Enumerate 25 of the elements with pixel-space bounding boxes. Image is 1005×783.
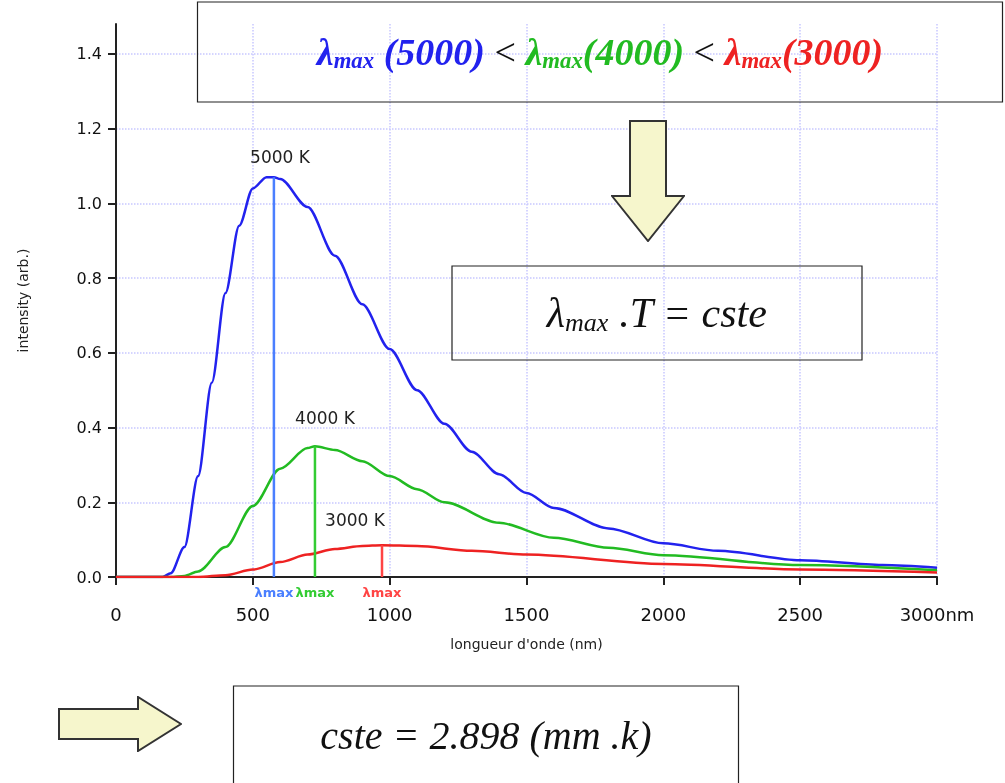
annotation: 3000 K: [325, 510, 386, 530]
annotation: λmax: [254, 584, 294, 600]
x-tick-label: 3000nm: [899, 603, 975, 625]
x-tick-label: 0: [110, 603, 122, 625]
annotation: λmax: [362, 584, 403, 600]
x-tick-label: 2000: [640, 603, 687, 625]
x-tick-label: 1500: [503, 603, 550, 625]
y-tick-label: 0.4: [76, 418, 102, 438]
y-axis-title: intensity (arb.): [15, 248, 31, 353]
x-axis-title: longueur d'onde (nm): [450, 636, 603, 652]
y-tick-label: 1.0: [76, 193, 102, 213]
y-tick-label: 0.6: [76, 343, 102, 363]
annotation: λmax: [295, 584, 336, 600]
y-tick-label: 1.4: [76, 44, 102, 64]
x-tick-label: 500: [235, 603, 271, 625]
y-tick-label: 0.8: [76, 268, 102, 288]
y-tick-label: 0.2: [76, 492, 102, 512]
annotation: 4000 K: [295, 408, 356, 428]
x-tick-label: 1000: [366, 603, 413, 625]
annotation: 5000 K: [250, 147, 311, 167]
text: cste = 2.898 (mm .k): [320, 712, 652, 758]
y-tick-label: 1.2: [76, 119, 102, 139]
x-tick-label: 2500: [777, 603, 824, 625]
text: λmax (5000) < λmax(4000) < λmax(3000): [316, 31, 884, 74]
y-tick-label: 0.0: [76, 567, 102, 587]
